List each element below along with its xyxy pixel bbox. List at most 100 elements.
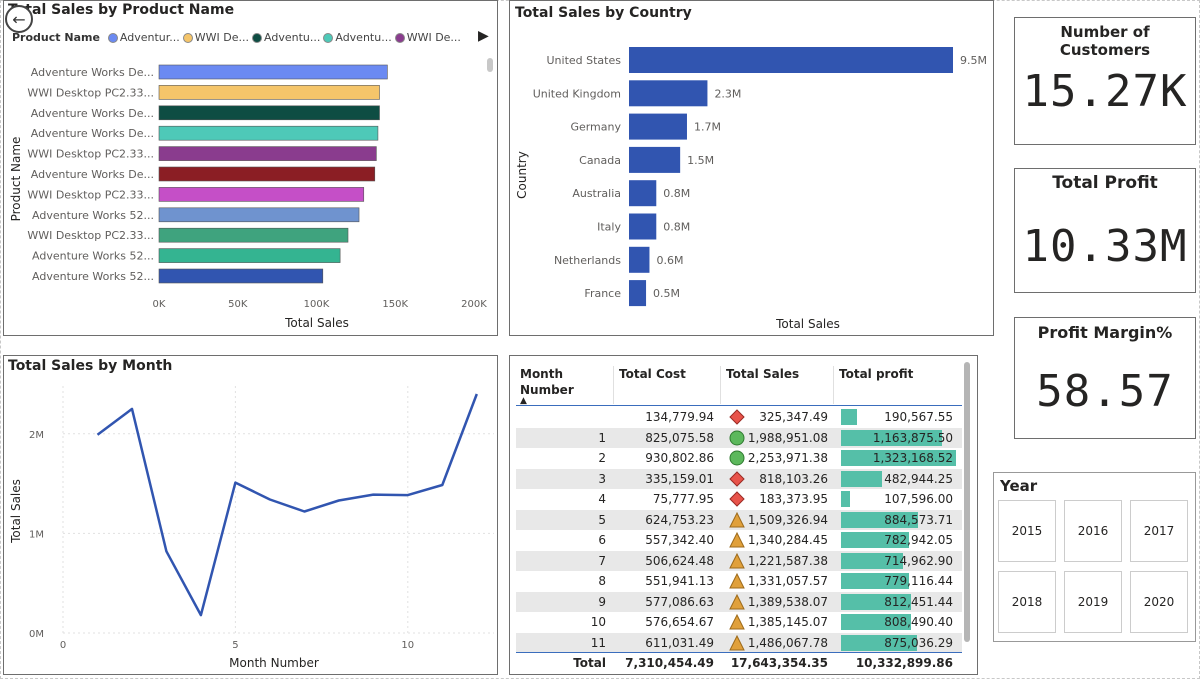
profit-data-bar	[841, 614, 912, 630]
kpi-card-total-profit: Total Profit 10.33M	[1014, 168, 1196, 293]
data-label: 1.5M	[687, 154, 714, 167]
legend-item[interactable]: Adventu...	[323, 31, 392, 44]
kpi-card-profit-margin: Profit Margin% 58.57	[1014, 317, 1196, 439]
country-chart-title: Total Sales by Country	[515, 5, 692, 21]
y-tick-label: Adventure Works De...	[31, 127, 154, 140]
cell-total-profit: 1,323,168.52	[872, 451, 953, 465]
year-button-2016[interactable]: 2016	[1064, 500, 1122, 562]
x-axis-title: Month Number	[229, 656, 319, 670]
triangle-status-icon	[729, 552, 745, 568]
cell-total-profit: 190,567.55	[884, 410, 953, 424]
legend-item[interactable]: WWI De...	[394, 31, 461, 44]
legend-next-icon[interactable]: ▶	[478, 28, 489, 44]
y-tick-label: United States	[547, 54, 622, 67]
cell-total-sales: 1,340,284.45	[747, 533, 828, 547]
y-axis-title: Total Sales	[9, 479, 23, 544]
table-row[interactable]: 11 611,031.49 1,486,067.78 875,036.29	[516, 632, 962, 653]
product-bar	[158, 268, 324, 284]
country-sales-chart[interactable]: Total Sales by Country United States 9.5M…	[509, 0, 994, 336]
y-tick-label: WWI Desktop PC2.33...	[27, 148, 154, 161]
cell-month: 4	[598, 492, 606, 506]
product-bar	[158, 166, 376, 182]
diamond-shape	[729, 491, 745, 507]
total-sales: 17,643,354.35	[730, 656, 828, 670]
cell-total-cost: 611,031.49	[645, 635, 714, 650]
year-button-2017[interactable]: 2017	[1130, 500, 1188, 562]
cell-total-sales: 1,389,538.07	[747, 594, 828, 609]
sales-line	[96, 393, 478, 617]
country-chart-svg: United States 9.5M United Kingdom 2.3M Germa…	[515, 47, 987, 331]
year-button-2019[interactable]: 2019	[1064, 571, 1122, 633]
table-row[interactable]: 5 624,753.23 1,509,326.94 884,573.71	[516, 509, 962, 530]
data-label: 9.5M	[960, 54, 987, 67]
profit-data-bar	[841, 634, 917, 651]
table-row[interactable]: 10 576,654.67 1,385,145.07 808,490.40	[516, 612, 962, 633]
kpi-title: Profit Margin%	[1037, 323, 1173, 342]
x-tick-label: 5	[232, 640, 238, 651]
diamond-status-icon	[729, 470, 745, 487]
y-tick-label: Adventure Works De...	[31, 107, 154, 120]
y-tick-label: Adventure Works De...	[31, 168, 154, 181]
cell-total-sales: 1,988,951.08	[747, 430, 828, 445]
data-label: 0.5M	[653, 287, 680, 300]
month-sales-chart[interactable]: Total Sales by Month 0M 1M 2M 0 5 10 Month Num…	[3, 355, 498, 675]
header-month-number[interactable]: Month Number ▲	[516, 366, 614, 406]
product-bar	[158, 85, 380, 100]
table-row[interactable]: 9 577,086.63 1,389,538.07 812,451.44	[516, 591, 962, 612]
table-header: Month Number ▲ Total Cost Total Sales Tot…	[516, 362, 962, 406]
triangle-shape	[729, 552, 745, 568]
month-chart-svg: 0M 1M 2M 0 5 10 Month Number Total Sales	[9, 386, 494, 670]
triangle-status-icon	[729, 511, 745, 527]
product-chart-scrollbar[interactable]	[487, 58, 493, 72]
x-tick-label: 50K	[228, 299, 248, 310]
year-button-2015[interactable]: 2015	[998, 500, 1056, 562]
triangle-shape	[729, 634, 745, 650]
kpi-value: 15.27K	[1022, 66, 1188, 117]
header-total-cost[interactable]: Total Cost	[615, 366, 721, 404]
legend-item[interactable]: Adventur...	[107, 31, 180, 44]
legend-item[interactable]: Adventu...	[252, 31, 320, 44]
profit-data-bar	[841, 470, 883, 487]
table-row[interactable]: 3 335,159.01 818,103.26 482,944.25	[516, 468, 962, 489]
cell-total-profit: 782,942.05	[884, 533, 953, 547]
y-tick-label: Australia	[572, 187, 621, 200]
profit-data-bar	[841, 573, 909, 589]
y-tick-label: Canada	[579, 154, 621, 167]
product-legend: Product Name Adventur... WWI De... Adven…	[12, 31, 464, 44]
triangle-shape	[729, 573, 745, 589]
year-button-2018[interactable]: 2018	[998, 571, 1056, 633]
year-button-2020[interactable]: 2020	[1130, 571, 1188, 633]
y-tick-label: Italy	[597, 221, 621, 234]
triangle-status-icon	[729, 593, 745, 609]
table-row[interactable]: 6 557,342.40 1,340,284.45 782,942.05	[516, 530, 962, 551]
y-tick-label: Adventure Works 52...	[32, 209, 154, 222]
product-sales-chart[interactable]: Total Sales by Product Name Product Name…	[3, 0, 498, 336]
legend-dot-icon	[323, 32, 334, 43]
product-chart-svg: 0K 50K 100K 150K 200K Adventure Works De... WW…	[9, 64, 487, 330]
monthly-profit-table[interactable]: Month Number ▲ Total Cost Total Sales Tot…	[509, 355, 978, 675]
year-slicer: Year 2015 2016 2017 2018 2019 2020	[993, 472, 1196, 642]
total-cost: 7,310,454.49	[625, 656, 714, 670]
back-arrow-icon[interactable]: ←	[5, 5, 33, 33]
table-scrollbar[interactable]	[964, 362, 970, 642]
y-axis-title: Product Name	[9, 137, 23, 222]
y-axis-title: Country	[515, 151, 529, 199]
product-bar	[158, 248, 341, 263]
country-bar	[629, 47, 953, 73]
cell-month: 1	[598, 430, 606, 445]
cell-total-profit: 107,596.00	[884, 492, 953, 506]
table-row[interactable]: 4 75,777.95 183,373.95 107,596.00	[516, 489, 962, 510]
legend-item[interactable]: WWI De...	[182, 31, 249, 44]
table-row[interactable]: 2 930,802.86 2,253,971.38 1,323,168.52	[516, 448, 962, 469]
table-row[interactable]: 1 825,075.58 1,988,951.08 1,163,875.50	[516, 427, 962, 448]
table-row[interactable]: 134,779.94 325,347.49 190,567.55	[516, 407, 962, 428]
product-bar	[158, 105, 380, 121]
table-row[interactable]: 7 506,624.48 1,221,587.38 714,962.90	[516, 550, 962, 571]
header-total-profit[interactable]: Total profit	[839, 367, 914, 381]
cell-total-sales: 1,385,145.07	[747, 615, 828, 629]
y-tick-label: Netherlands	[554, 254, 621, 267]
header-total-sales[interactable]: Total Sales	[722, 366, 834, 404]
kpi-card-customers: Number of Customers 15.27K	[1014, 17, 1196, 145]
month-chart-title: Total Sales by Month	[8, 358, 173, 374]
table-row[interactable]: 8 551,941.13 1,331,057.57 779,116.44	[516, 571, 962, 592]
